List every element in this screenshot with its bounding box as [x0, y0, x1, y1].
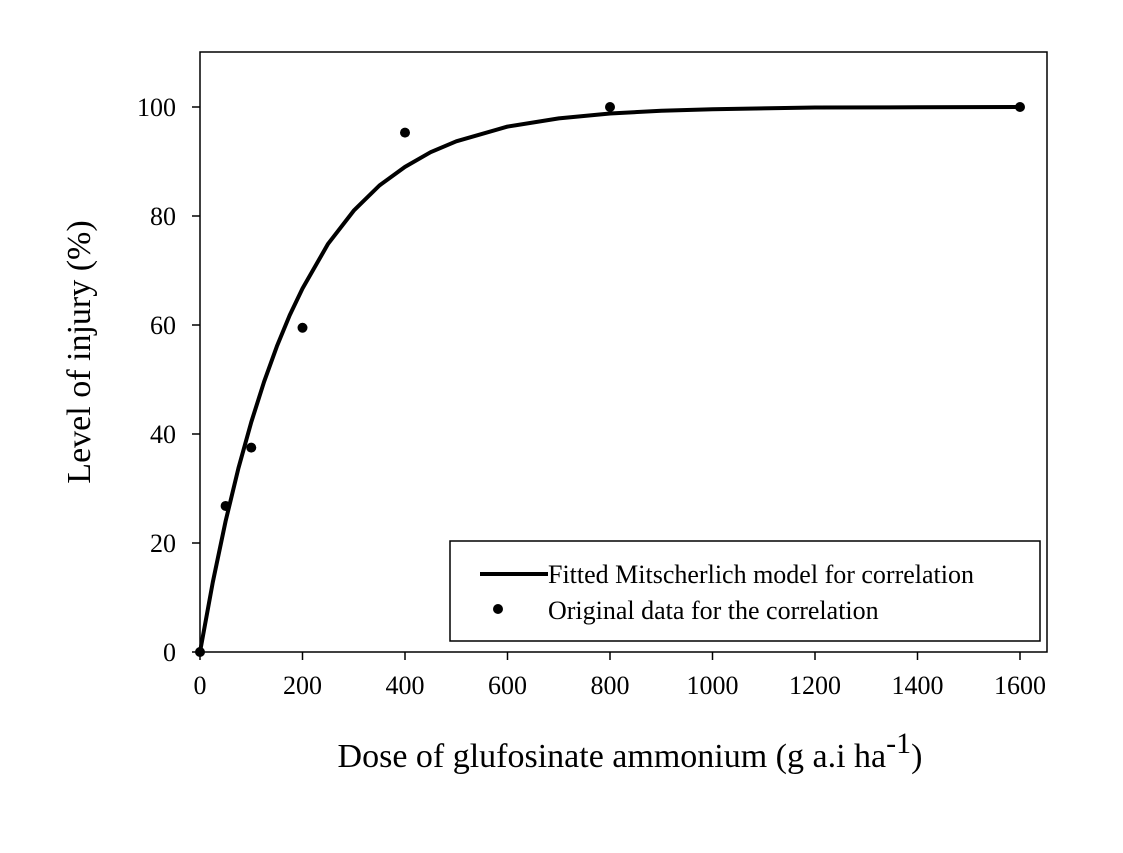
- x-tick-label: 800: [591, 671, 630, 700]
- series-layer: [195, 102, 1025, 657]
- fitted-curve: [198, 105, 1021, 653]
- data-point: [1015, 102, 1025, 112]
- plot-frame: [199, 51, 1048, 653]
- x-tick-label: 1200: [789, 671, 841, 700]
- data-point: [400, 127, 410, 138]
- legend-marker-swatch: [493, 604, 503, 614]
- x-tick-label: 1400: [892, 671, 944, 700]
- legend-label-data: Original data for the correlation: [548, 596, 879, 625]
- data-point: [605, 102, 615, 112]
- y-axis-title: Level of injury (%): [61, 220, 98, 483]
- x-axis-title-suffix: ): [911, 738, 922, 775]
- x-axis-ticks: 0 200 400 600 800 1000 1200 1400 1600: [194, 652, 1046, 700]
- x-tick-label: 200: [283, 671, 322, 700]
- data-point: [220, 500, 231, 511]
- x-tick-label: 400: [386, 671, 425, 700]
- y-tick-label: 20: [150, 529, 176, 558]
- y-tick-label: 60: [150, 311, 176, 340]
- x-tick-label: 0: [194, 671, 207, 700]
- y-tick-label: 40: [150, 420, 176, 449]
- data-point: [246, 442, 257, 453]
- y-tick-label: 0: [163, 638, 176, 667]
- data-point: [195, 647, 205, 657]
- x-tick-label: 600: [488, 671, 527, 700]
- y-axis-ticks: 0 20 40 60 80 100: [137, 93, 200, 667]
- x-axis-title: Dose of glufosinate ammonium (g a.i ha-1…: [338, 727, 923, 775]
- legend-label-fitted: Fitted Mitscherlich model for correlatio…: [548, 560, 974, 589]
- y-tick-label: 80: [150, 202, 176, 231]
- x-axis-title-superscript: -1: [886, 727, 911, 760]
- x-axis-title-main: Dose of glufosinate ammonium (g a.i ha: [338, 738, 887, 775]
- legend: Fitted Mitscherlich model for correlatio…: [449, 540, 1041, 642]
- x-tick-label: 1000: [687, 671, 739, 700]
- legend-box: [449, 540, 1041, 642]
- y-tick-label: 100: [137, 93, 176, 122]
- x-tick-label: 1600: [994, 671, 1046, 700]
- data-point: [297, 322, 308, 333]
